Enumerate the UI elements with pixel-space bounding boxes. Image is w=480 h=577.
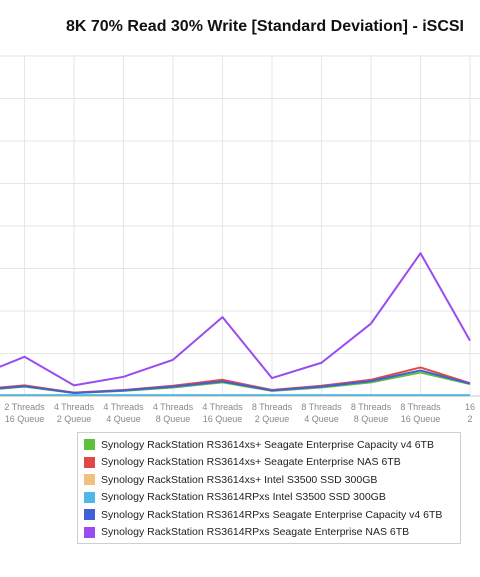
- legend-label: Synology RackStation RS3614xs+ Seagate E…: [101, 456, 401, 469]
- legend-swatch: [84, 474, 95, 486]
- legend-item[interactable]: Synology RackStation RS3614RPxs Seagate …: [84, 506, 454, 524]
- chart-title: 8K 70% Read 30% Write [Standard Deviatio…: [65, 18, 464, 35]
- legend-label: Synology RackStation RS3614RPxs Intel S3…: [101, 491, 386, 504]
- x-tick-label: 16 2: [465, 402, 475, 424]
- legend-swatch: [84, 456, 95, 468]
- series-line: [0, 369, 471, 395]
- legend-swatch: [84, 526, 95, 538]
- legend: Synology RackStation RS3614xs+ Seagate E…: [77, 432, 461, 544]
- legend-item[interactable]: Synology RackStation RS3614RPxs Intel S3…: [84, 489, 454, 507]
- legend-item[interactable]: Synology RackStation RS3614RPxs Seagate …: [84, 524, 454, 542]
- x-tick-label: 4 Threads 8 Queue: [153, 402, 194, 424]
- series-line: [0, 252, 471, 387]
- legend-label: Synology RackStation RS3614xs+ Seagate E…: [101, 438, 434, 451]
- legend-item[interactable]: Synology RackStation RS3614xs+ Seagate E…: [84, 454, 454, 472]
- x-tick-label: 4 Threads 2 Queue: [54, 402, 95, 424]
- legend-label: Synology RackStation RS3614RPxs Seagate …: [101, 526, 410, 539]
- x-tick-label: 4 Threads 4 Queue: [103, 402, 144, 424]
- series-line: [0, 366, 471, 394]
- x-tick-label: 4 Threads 16 Queue: [202, 402, 243, 424]
- legend-item[interactable]: Synology RackStation RS3614xs+ Intel S35…: [84, 471, 454, 489]
- x-tick-label: 8 Threads 16 Queue: [400, 402, 441, 424]
- grid-lines: [0, 55, 480, 397]
- x-tick-label: 2 Threads 16 Queue: [4, 402, 45, 424]
- legend-label: Synology RackStation RS3614RPxs Seagate …: [101, 508, 443, 521]
- x-tick-label: 8 Threads 4 Queue: [301, 402, 342, 424]
- legend-label: Synology RackStation RS3614xs+ Intel S35…: [101, 473, 378, 486]
- legend-item[interactable]: Synology RackStation RS3614xs+ Seagate E…: [84, 436, 454, 454]
- x-tick-label: 8 Threads 8 Queue: [351, 402, 392, 424]
- x-tick-label: 8 Threads 2 Queue: [252, 402, 293, 424]
- legend-swatch: [84, 491, 95, 503]
- series-lines: [0, 252, 471, 397]
- legend-swatch: [84, 509, 95, 521]
- legend-swatch: [84, 439, 95, 451]
